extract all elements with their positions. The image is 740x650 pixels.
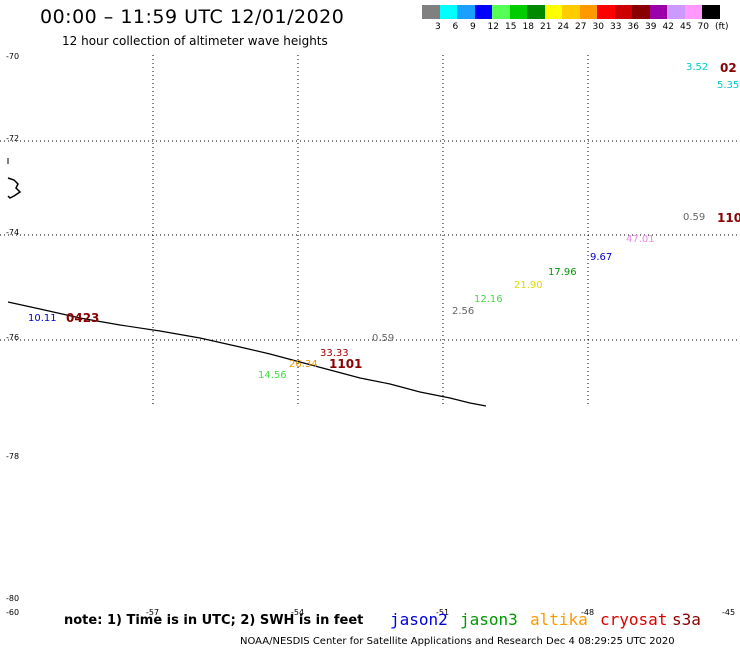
page-title: 00:00 – 11:59 UTC 12/01/2020	[40, 6, 345, 28]
obs-value: 0.59	[372, 333, 395, 344]
grid-lines	[0, 55, 740, 405]
obs-value: 47.01	[626, 234, 655, 245]
scale-swatch	[527, 5, 545, 19]
scale-label: 6	[452, 22, 459, 32]
obs-value: 10.11	[28, 313, 57, 324]
scale-swatch	[509, 5, 527, 19]
obs-value: 9.67	[590, 252, 613, 263]
scale-label: 36	[627, 22, 639, 32]
scale-label: 24	[557, 22, 569, 32]
scale-label: 30	[592, 22, 604, 32]
obs-value: 33.33	[320, 348, 349, 359]
scale-label: 3	[435, 22, 441, 32]
scale-label: 9	[470, 22, 476, 32]
satellite-jason2: jason2	[390, 610, 448, 629]
scale-label: 18	[522, 22, 534, 32]
lon-label: -57	[146, 608, 160, 617]
scale-swatch	[544, 5, 562, 19]
scale-swatch	[702, 5, 720, 19]
lat-label: -80	[6, 594, 20, 603]
pass-time: 0423	[66, 311, 100, 325]
scale-swatch	[649, 5, 667, 19]
lat-label: -78	[6, 452, 20, 461]
scale-label: 21	[540, 22, 552, 32]
note-text: note: 1) Time is in UTC; 2) SWH is in fe…	[64, 613, 364, 628]
lat-label: -76	[6, 333, 20, 342]
satellite-altika: altika	[530, 610, 588, 629]
lat-label: -70	[6, 52, 20, 61]
obs-value: 0.59	[683, 212, 706, 223]
pass-time: 02	[720, 61, 737, 75]
obs-value: 26.34	[289, 359, 318, 370]
obs-value: 17.96	[548, 267, 577, 278]
color-scale-labels: 3 6 9 12 15 18 21 24 27 30 33 36 39 42 45 70 (ft)	[422, 22, 740, 34]
obs-value: 2.56	[452, 306, 475, 317]
island-outline	[7, 177, 22, 199]
obs-value: 3.52	[686, 62, 709, 73]
scale-swatch	[492, 5, 510, 19]
satellite-cryosat: cryosat	[600, 610, 668, 629]
scale-label: (ft)	[715, 22, 729, 32]
lon-label: -54	[291, 608, 305, 617]
scale-label: 27	[575, 22, 587, 32]
scale-swatch	[684, 5, 702, 19]
scale-label: 45	[680, 22, 692, 32]
page-subtitle: 12 hour collection of altimeter wave hei…	[62, 34, 328, 48]
obs-value: 21.90	[514, 280, 543, 291]
scale-label: 39	[645, 22, 657, 32]
scale-swatch	[614, 5, 632, 19]
scale-swatch	[597, 5, 615, 19]
obs-value: 14.56	[258, 370, 287, 381]
lon-label: -51	[436, 608, 450, 617]
scale-swatch	[579, 5, 597, 19]
pass-time: 110	[717, 211, 740, 225]
lon-label: -48	[581, 608, 595, 617]
obs-value: 5.35	[717, 80, 740, 91]
scale-swatch	[422, 5, 440, 19]
lon-label: -60	[6, 608, 20, 617]
scale-swatch	[562, 5, 580, 19]
credit-line: NOAA/NESDIS Center for Satellite Applica…	[240, 636, 675, 647]
coastline	[7, 301, 487, 407]
scale-swatch	[667, 5, 685, 19]
scale-label: 42	[662, 22, 674, 32]
satellite-jason3: jason3	[460, 610, 518, 629]
obs-value: 12.16	[474, 294, 503, 305]
pass-time: 1101	[329, 357, 363, 371]
lat-label: -74	[6, 228, 20, 237]
color-scale	[422, 5, 720, 19]
scale-swatch	[457, 5, 475, 19]
scale-swatch	[474, 5, 492, 19]
scale-swatch	[439, 5, 457, 19]
scale-label: 15	[505, 22, 517, 32]
lat-label: -72	[6, 134, 20, 143]
satellite-s3a: s3a	[672, 610, 701, 629]
lon-label: -45	[722, 608, 736, 617]
scale-swatch	[632, 5, 650, 19]
scale-label: 33	[610, 22, 622, 32]
scale-label: 12	[487, 22, 499, 32]
scale-label: 70	[697, 22, 709, 32]
